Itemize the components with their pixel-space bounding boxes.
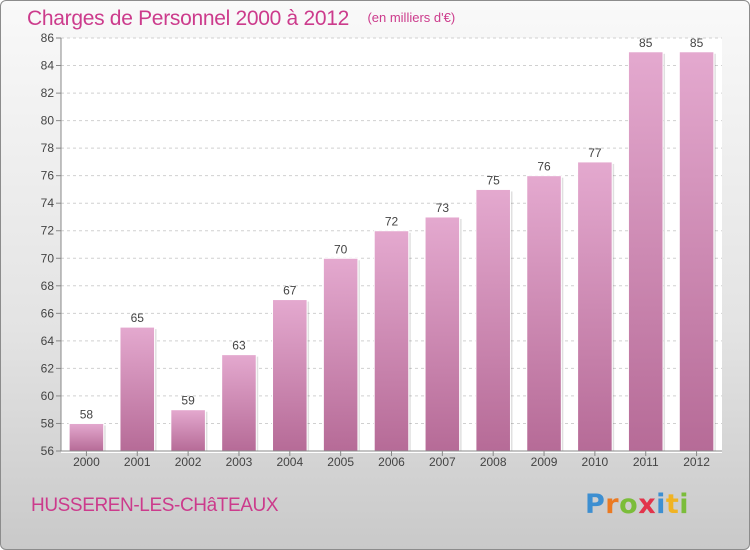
y-tick-label: 72: [41, 224, 55, 238]
bar: [68, 422, 105, 452]
place-name: HUSSEREN-LES-CHâTEAUX: [31, 495, 279, 516]
bar: [424, 216, 461, 452]
y-tick-label: 84: [41, 59, 55, 73]
x-tick-label: 2010: [582, 455, 609, 469]
x-tick-label: 2000: [73, 455, 100, 469]
bar: [272, 299, 308, 452]
axes: 56 58 60 62 64 66 68 70 72 74 76 78 80 82 84 86 2000 2001…: [41, 31, 722, 469]
bar-value-label: 63: [232, 339, 246, 353]
title-row: Charges de Personnel 2000 à 2012 (en mil…: [27, 7, 455, 31]
x-tick-label: 2009: [531, 455, 558, 469]
y-tick-label: 82: [41, 86, 55, 100]
x-tick-label: 2003: [226, 455, 253, 469]
proxiti-logo: Proxiti: [585, 489, 690, 520]
x-tick-label: 2008: [480, 455, 507, 469]
bar: [221, 354, 257, 452]
y-tick-label: 74: [41, 196, 55, 210]
bar-value-label: 85: [639, 36, 653, 50]
x-tick-label: 2011: [633, 455, 659, 469]
bar: [373, 230, 410, 452]
x-tick-label: 2007: [429, 455, 456, 469]
bar: [577, 161, 613, 452]
x-tick-label: 2002: [175, 455, 202, 469]
bar-value-label: 59: [181, 394, 195, 408]
bar: [475, 188, 511, 452]
y-tick-label: 66: [41, 306, 55, 320]
x-tick-label: 2012: [683, 455, 710, 469]
bar-value-label: 67: [283, 284, 297, 298]
y-tick-label: 56: [41, 444, 55, 458]
bar-value-label: 70: [334, 242, 348, 256]
bar-value-label: 77: [588, 146, 602, 160]
bar: [119, 326, 156, 452]
y-tick-label: 62: [41, 361, 55, 375]
bar-value-label: 85: [690, 36, 704, 50]
chart-title: Charges de Personnel 2000 à 2012: [27, 7, 349, 30]
bar: [526, 175, 562, 452]
bar-value-label: 65: [131, 311, 145, 325]
x-tick-label: 2001: [124, 455, 151, 469]
bar: [322, 257, 359, 452]
bar-value-label: 72: [385, 215, 399, 229]
bar: [627, 51, 664, 452]
y-tick-label: 64: [41, 334, 55, 348]
bar: [170, 409, 206, 452]
y-tick-label: 76: [41, 169, 55, 183]
x-tick-label: 2004: [276, 455, 303, 469]
bar-value-label: 75: [487, 173, 501, 187]
chart-subtitle: (en milliers d'€): [367, 10, 456, 25]
bar-value-label: 58: [80, 407, 94, 421]
bar-value-label: 73: [436, 201, 450, 215]
y-tick-label: 58: [41, 416, 55, 430]
y-tick-label: 70: [41, 251, 55, 265]
y-tick-label: 60: [41, 389, 55, 403]
y-tick-label: 80: [41, 114, 55, 128]
y-tick-label: 78: [41, 141, 55, 155]
bar: [678, 51, 715, 452]
x-tick-label: 2005: [327, 455, 354, 469]
y-tick-label: 86: [41, 31, 55, 45]
y-tick-label: 68: [41, 279, 55, 293]
x-tick-label: 2006: [378, 455, 405, 469]
bar-value-label: 76: [537, 160, 551, 174]
